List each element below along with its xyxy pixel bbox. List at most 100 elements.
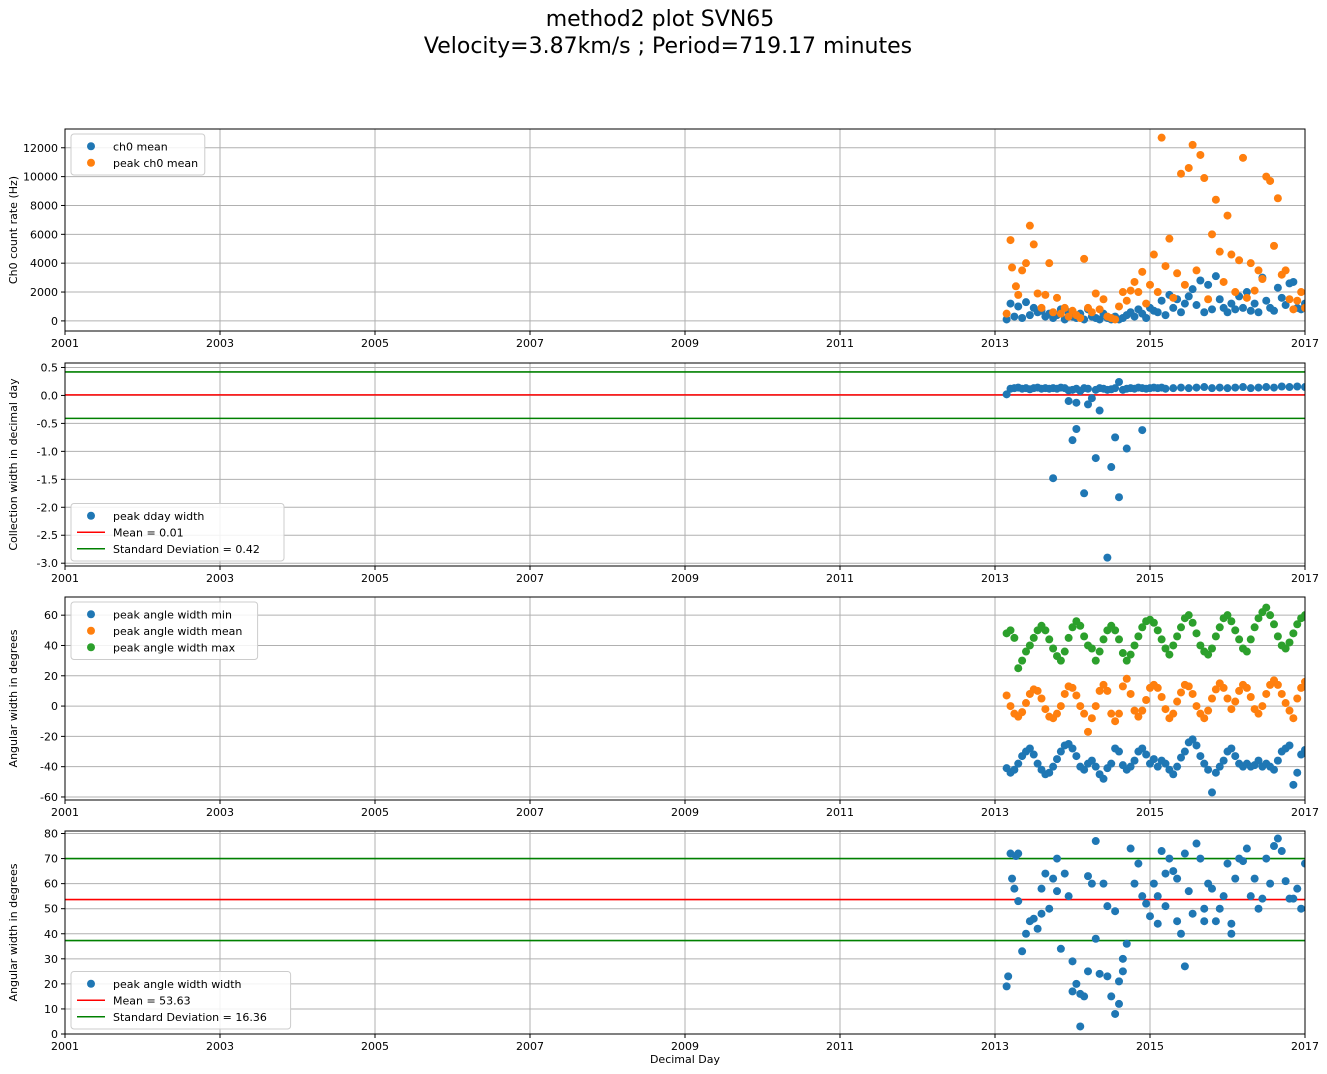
data-point — [1177, 623, 1185, 632]
data-point — [1173, 269, 1182, 278]
data-point — [1208, 384, 1216, 393]
series-peak-ch0-mean — [1002, 133, 1305, 324]
x-tick-label: 2017 — [1291, 337, 1319, 350]
data-point — [1049, 644, 1058, 653]
data-point — [1010, 312, 1019, 321]
x-tick-label: 2009 — [671, 572, 699, 585]
data-point — [1281, 699, 1290, 708]
data-point — [1188, 689, 1197, 698]
x-tick-label: 2001 — [51, 337, 79, 350]
data-point — [1192, 702, 1201, 711]
x-tick-label: 2009 — [671, 337, 699, 350]
data-point — [1072, 691, 1081, 700]
data-point — [1273, 632, 1282, 641]
data-point — [1161, 705, 1170, 714]
x-tick-label: 2017 — [1291, 1040, 1319, 1053]
data-point — [1215, 762, 1224, 771]
data-point — [1289, 277, 1298, 286]
data-point — [1111, 315, 1120, 324]
data-point — [1126, 689, 1135, 698]
data-point — [1246, 384, 1255, 393]
data-point — [1161, 869, 1170, 878]
data-point — [1008, 263, 1017, 272]
legend-label: Standard Deviation = 0.42 — [113, 543, 260, 556]
data-point — [1273, 834, 1282, 843]
data-point — [1270, 620, 1278, 629]
data-point — [1053, 887, 1061, 896]
data-point — [1072, 424, 1081, 433]
legend-marker — [87, 610, 95, 619]
data-point — [1204, 765, 1213, 774]
data-point — [1037, 909, 1046, 918]
data-point — [1157, 692, 1166, 701]
x-tick-label: 2017 — [1291, 572, 1319, 585]
legend-box — [70, 601, 259, 660]
data-point — [1153, 919, 1162, 928]
x-tick-label: 2001 — [51, 572, 79, 585]
data-point — [1184, 163, 1193, 172]
data-point — [1064, 312, 1073, 321]
data-point — [1002, 982, 1011, 991]
data-point — [1045, 635, 1054, 644]
data-point — [1227, 744, 1236, 753]
scatter-points — [1002, 834, 1305, 1031]
legend-label: peak angle width width — [113, 978, 242, 991]
data-point — [1204, 280, 1213, 289]
data-point — [1177, 753, 1185, 762]
x-tick-label: 2011 — [826, 806, 854, 819]
data-point — [1010, 884, 1019, 893]
data-point — [1041, 705, 1050, 714]
data-point — [1184, 682, 1193, 691]
data-point — [1208, 694, 1216, 703]
data-point — [1196, 150, 1205, 159]
data-point — [1242, 293, 1251, 302]
series-peak-angle-width-min — [1002, 735, 1305, 797]
data-point — [1235, 635, 1244, 644]
data-point — [1180, 280, 1189, 289]
x-tick-label: 2001 — [51, 1040, 79, 1053]
data-point — [1188, 735, 1197, 744]
data-point — [1227, 919, 1236, 928]
x-tick-label: 2007 — [516, 1040, 544, 1053]
data-point — [1107, 709, 1116, 718]
data-point — [1231, 383, 1240, 392]
scatter-points — [1002, 133, 1305, 324]
legend: peak angle width min peak angle width mea… — [70, 601, 259, 660]
data-point — [1006, 299, 1015, 308]
y-tick-label: 20 — [44, 670, 58, 683]
series-peak-angle-width-width — [1002, 834, 1305, 1031]
data-point — [1293, 382, 1302, 391]
data-point — [1157, 296, 1166, 305]
y-tick-label: 10 — [44, 1003, 58, 1016]
data-point — [1022, 259, 1030, 268]
data-point — [1095, 315, 1104, 324]
data-point — [1037, 694, 1046, 703]
y-tick-label: 10000 — [23, 171, 58, 184]
data-point — [1157, 847, 1166, 856]
y-tick-label: 60 — [44, 878, 58, 891]
data-point — [1134, 288, 1143, 297]
data-point — [1115, 709, 1123, 718]
data-point — [1281, 266, 1290, 275]
data-point — [1080, 992, 1089, 1001]
legend-label: peak ch0 mean — [113, 157, 198, 170]
data-point — [1056, 747, 1065, 756]
data-point — [1045, 904, 1054, 913]
data-point — [1192, 266, 1201, 275]
x-tick-label: 2013 — [981, 806, 1009, 819]
legend-marker — [87, 142, 95, 151]
data-point — [1270, 383, 1278, 392]
data-point — [1084, 727, 1092, 736]
data-point — [1029, 240, 1038, 249]
x-tick-label: 2005 — [361, 1040, 389, 1053]
data-point — [1115, 302, 1123, 311]
data-point — [1130, 879, 1139, 888]
data-point — [1091, 656, 1100, 665]
data-point — [1153, 892, 1162, 901]
data-point — [1091, 454, 1100, 463]
data-point — [1084, 967, 1092, 976]
data-point — [1153, 762, 1162, 771]
data-point — [1289, 894, 1298, 903]
data-point — [1138, 706, 1147, 715]
data-point — [1258, 275, 1267, 284]
